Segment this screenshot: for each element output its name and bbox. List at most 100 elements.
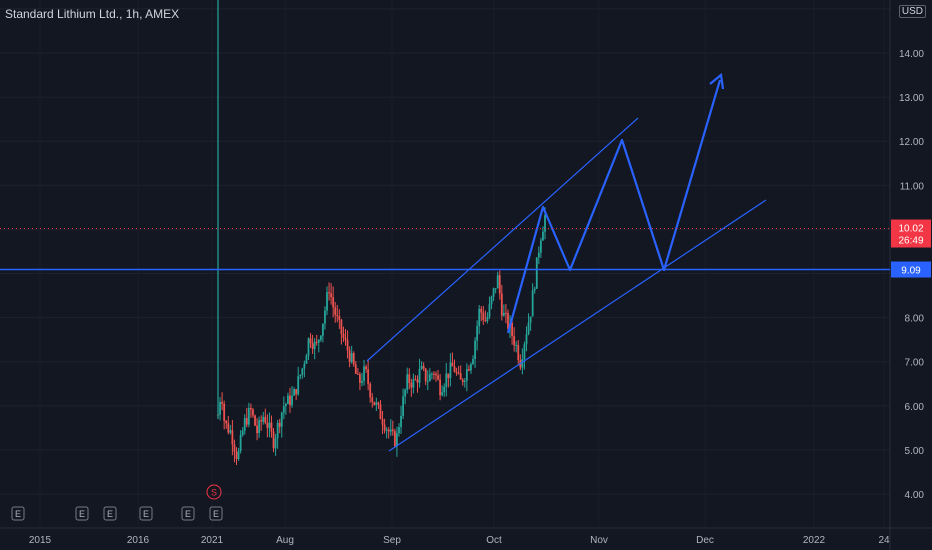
candle-body: [299, 374, 302, 377]
currency-label[interactable]: USD: [898, 5, 926, 18]
grid-lines: [0, 8, 890, 495]
candle-body: [447, 373, 450, 379]
candle-body: [539, 240, 542, 253]
candle-body: [457, 372, 460, 374]
candle-body: [336, 315, 339, 317]
candle-body: [478, 308, 481, 327]
candle-body: [414, 379, 417, 381]
candle-body: [472, 358, 474, 365]
candle-body: [313, 341, 316, 349]
candle-body: [233, 444, 236, 452]
candle-body: [486, 316, 489, 322]
x-tick-label: Oct: [486, 535, 502, 546]
candle-body: [408, 374, 411, 383]
candle-body: [352, 353, 355, 365]
candle-body: [338, 316, 341, 320]
candle-body: [412, 379, 415, 388]
x-tick-label: Dec: [696, 535, 714, 546]
candle-body: [266, 422, 269, 428]
candle-body: [334, 307, 337, 316]
candle-body: [274, 438, 277, 449]
candle-body: [295, 389, 298, 395]
y-tick-label: 8.00: [905, 314, 925, 325]
candle-body: [301, 368, 304, 375]
candle-body: [500, 293, 503, 316]
candle-body: [250, 408, 252, 410]
candle-body: [239, 435, 242, 451]
candle-body: [474, 340, 476, 359]
candle-body: [276, 422, 279, 439]
split-event-marker[interactable]: [206, 484, 222, 500]
candle-body: [410, 382, 413, 388]
candle-body: [443, 386, 446, 393]
candle-body: [515, 344, 518, 346]
candle-body: [502, 312, 505, 316]
x-tick-label: Nov: [590, 535, 608, 546]
candle-body: [311, 343, 314, 349]
candle-body: [297, 376, 300, 395]
projection-path[interactable]: [506, 79, 722, 334]
candle-body: [537, 252, 540, 258]
candle-body: [243, 418, 246, 431]
x-tick-label: 2015: [29, 535, 52, 546]
candle-body: [270, 422, 273, 432]
candle-body: [492, 288, 495, 297]
candle-body: [531, 290, 534, 317]
earnings-event-marker[interactable]: [75, 506, 89, 521]
candle-body: [441, 392, 444, 396]
earnings-event-label: E: [185, 509, 191, 519]
earnings-event-marker[interactable]: [181, 506, 195, 521]
drawing-tools[interactable]: [0, 72, 890, 452]
candle-body: [328, 292, 330, 294]
candle-body: [377, 402, 380, 405]
candle-body: [396, 433, 398, 447]
bar-countdown: 26:49: [898, 236, 923, 247]
candle-body: [490, 296, 493, 305]
candle-body: [416, 379, 419, 383]
candle-body: [293, 389, 295, 396]
last-price-badge: [891, 219, 931, 248]
candle-body: [455, 371, 458, 373]
candle-body: [346, 340, 349, 351]
candle-body: [256, 425, 258, 434]
earnings-event-marker[interactable]: [209, 506, 223, 521]
candle-body: [461, 379, 464, 383]
candle-body: [398, 427, 400, 434]
candle-body: [383, 424, 386, 431]
candle-body: [513, 336, 516, 346]
event-markers[interactable]: E E E E E E S: [11, 484, 223, 521]
channel-upper-line[interactable]: [366, 117, 639, 362]
candle-body: [359, 374, 361, 383]
candle-body: [381, 419, 384, 425]
x-tick-label: Sep: [383, 535, 401, 546]
split-event-label: S: [211, 488, 217, 498]
candle-body: [303, 363, 306, 369]
candle-body: [449, 362, 452, 379]
candle-body: [282, 406, 285, 413]
candle-body: [465, 369, 468, 381]
candle-body: [309, 338, 312, 344]
candle-body: [525, 334, 528, 345]
candle-body: [326, 292, 328, 311]
earnings-event-marker[interactable]: [139, 506, 153, 521]
channel-lower-line[interactable]: [388, 199, 767, 452]
x-tick-label: 24: [878, 535, 890, 546]
earnings-event-marker[interactable]: [103, 506, 117, 521]
candle-body: [426, 381, 429, 383]
candle-body: [344, 337, 347, 341]
projection-arrow-icon: [709, 72, 725, 90]
candle-body: [389, 429, 392, 432]
time-axis[interactable]: 2015 2016 2021 Aug Sep Oct Nov Dec 2022 24: [29, 535, 890, 546]
y-tick-label: 6.00: [905, 402, 925, 413]
y-tick-label: 13.00: [899, 93, 924, 104]
candle-body: [435, 373, 437, 376]
y-tick-label: 11.00: [900, 181, 925, 192]
candle-body: [219, 401, 221, 415]
candle-body: [278, 422, 281, 427]
candle-body: [348, 350, 351, 363]
candle-body: [507, 312, 509, 329]
earnings-event-marker[interactable]: [11, 506, 25, 521]
